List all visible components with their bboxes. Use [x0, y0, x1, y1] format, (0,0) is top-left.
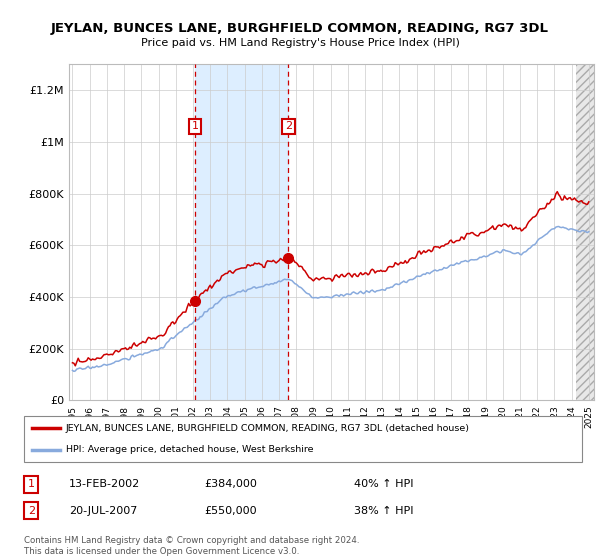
Text: 1: 1: [28, 479, 35, 489]
Bar: [576, 64, 594, 400]
Bar: [195, 64, 289, 400]
Text: 2: 2: [28, 506, 35, 516]
Text: £550,000: £550,000: [204, 506, 257, 516]
Text: 40% ↑ HPI: 40% ↑ HPI: [354, 479, 413, 489]
Text: JEYLAN, BUNCES LANE, BURGHFIELD COMMON, READING, RG7 3DL: JEYLAN, BUNCES LANE, BURGHFIELD COMMON, …: [51, 22, 549, 35]
Text: Contains HM Land Registry data © Crown copyright and database right 2024.
This d: Contains HM Land Registry data © Crown c…: [24, 536, 359, 556]
FancyBboxPatch shape: [24, 416, 582, 462]
Text: HPI: Average price, detached house, West Berkshire: HPI: Average price, detached house, West…: [66, 445, 313, 454]
Text: 13-FEB-2002: 13-FEB-2002: [69, 479, 140, 489]
Text: 2: 2: [285, 122, 292, 132]
Text: 1: 1: [191, 122, 199, 132]
Text: 20-JUL-2007: 20-JUL-2007: [69, 506, 137, 516]
Text: £384,000: £384,000: [204, 479, 257, 489]
Text: Price paid vs. HM Land Registry's House Price Index (HPI): Price paid vs. HM Land Registry's House …: [140, 38, 460, 48]
Text: 38% ↑ HPI: 38% ↑ HPI: [354, 506, 413, 516]
Text: JEYLAN, BUNCES LANE, BURGHFIELD COMMON, READING, RG7 3DL (detached house): JEYLAN, BUNCES LANE, BURGHFIELD COMMON, …: [66, 424, 470, 433]
